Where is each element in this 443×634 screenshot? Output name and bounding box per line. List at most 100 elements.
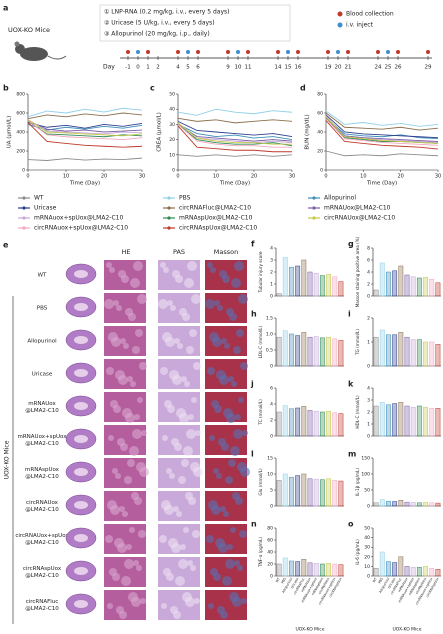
histology-texture [220,506,226,512]
histology-texture [237,565,243,571]
legend-swatch [22,216,26,220]
histology-texture [104,299,114,309]
bar [423,277,428,297]
bar [276,293,282,297]
x-tick-label: 0 [26,174,29,180]
blood-dot [296,50,300,54]
histology-texture [164,505,174,515]
histology-texture [120,338,126,344]
y-axis-label: BUN (mg/dL) [305,114,311,149]
panel-letter: k [348,380,354,389]
bar [307,271,313,297]
bar [423,566,428,577]
y-tick-label: 8 [367,246,370,252]
y-axis-label: Tubular injury score [258,251,263,294]
histology-texture [108,435,114,441]
bar [392,403,398,437]
histology-texture [121,275,129,283]
series-line [325,116,439,144]
blood-dot [346,50,350,54]
series-line [27,157,143,161]
legend-swatch [337,11,343,17]
kidney-image [74,303,88,311]
y-tick-label: 40 [267,550,273,556]
blood-dot [426,50,430,54]
histology-texture [132,346,140,354]
kidney-image [74,336,88,344]
legend-label: WT [34,195,44,202]
series-line [177,123,293,141]
y-tick-label: 200 [16,149,25,155]
bar [410,502,416,507]
histology-texture [178,559,188,569]
y-tick-label: 10 [169,152,175,158]
x-tick-label: 10 [63,174,69,180]
bar [338,413,344,437]
series-line [27,112,143,120]
bar [373,568,379,577]
inject-dot [336,50,340,54]
histology-texture [190,565,196,571]
mouse-icon [20,47,48,61]
histology-texture [171,543,181,553]
x-axis-label: UOX-KO Mice [392,627,421,633]
y-tick-label: 4 [270,246,273,252]
histology-texture [109,267,115,273]
x-axis-label: UOX-KO Mice [295,627,324,633]
row-label: Allopurinol [27,339,57,345]
kidney-image [74,435,88,443]
series-line [177,125,292,153]
day-tick-label: 19 [325,65,332,71]
histology-texture [178,476,186,484]
bar [326,274,331,297]
y-axis-label: Glu (mmol/L) [258,468,263,496]
panel-letter: c [150,84,155,93]
blood-dot [396,50,400,54]
histology-texture [163,267,169,273]
bar [392,501,398,507]
bar [282,330,288,367]
series-line [177,117,293,124]
x-tick-label: PBS [378,577,385,584]
x-tick-label: Uricase [387,577,396,589]
treatment: ② Uricase (5 U/kg, i.v., every 5 days) [104,20,215,27]
bar [416,405,422,437]
legend-swatch [22,226,26,230]
bar [386,561,391,577]
series-line [27,120,143,133]
inject-dot [236,50,240,54]
histology-texture [186,346,194,354]
y-tick-label: 20 [169,137,175,143]
panel-letter: i [348,310,351,319]
histology-texture [141,430,147,436]
legend-swatch [312,206,316,210]
histology-texture [139,467,149,477]
y-tick-label: 2 [270,270,273,276]
histology-texture [124,559,134,569]
inject-dot [386,50,390,54]
histology-texture [228,376,234,382]
histology-texture [217,305,223,311]
histology-texture [130,278,140,288]
day-tick-label: 0 [136,65,140,71]
column-header: Masson [214,248,238,256]
histology-texture [110,505,120,515]
bar [319,411,325,437]
y-axis-label: CREA (μmol/L) [157,112,163,152]
y-tick-label: 0 [270,434,273,440]
y-axis-label: IL-1β (pg/mL) [355,468,360,496]
histology-texture [167,300,173,306]
bar [307,562,313,577]
bar [398,265,404,297]
x-tick-label: PBS [281,577,288,584]
histology-texture [112,468,118,474]
x-tick-label: 30 [435,174,441,180]
bar [392,334,398,367]
y-tick-label: 20 [267,562,273,568]
x-tick-label: WT [275,577,281,583]
bar [319,563,325,577]
series-line [325,114,439,139]
kidney-image [74,402,88,410]
histology-texture [207,367,215,375]
